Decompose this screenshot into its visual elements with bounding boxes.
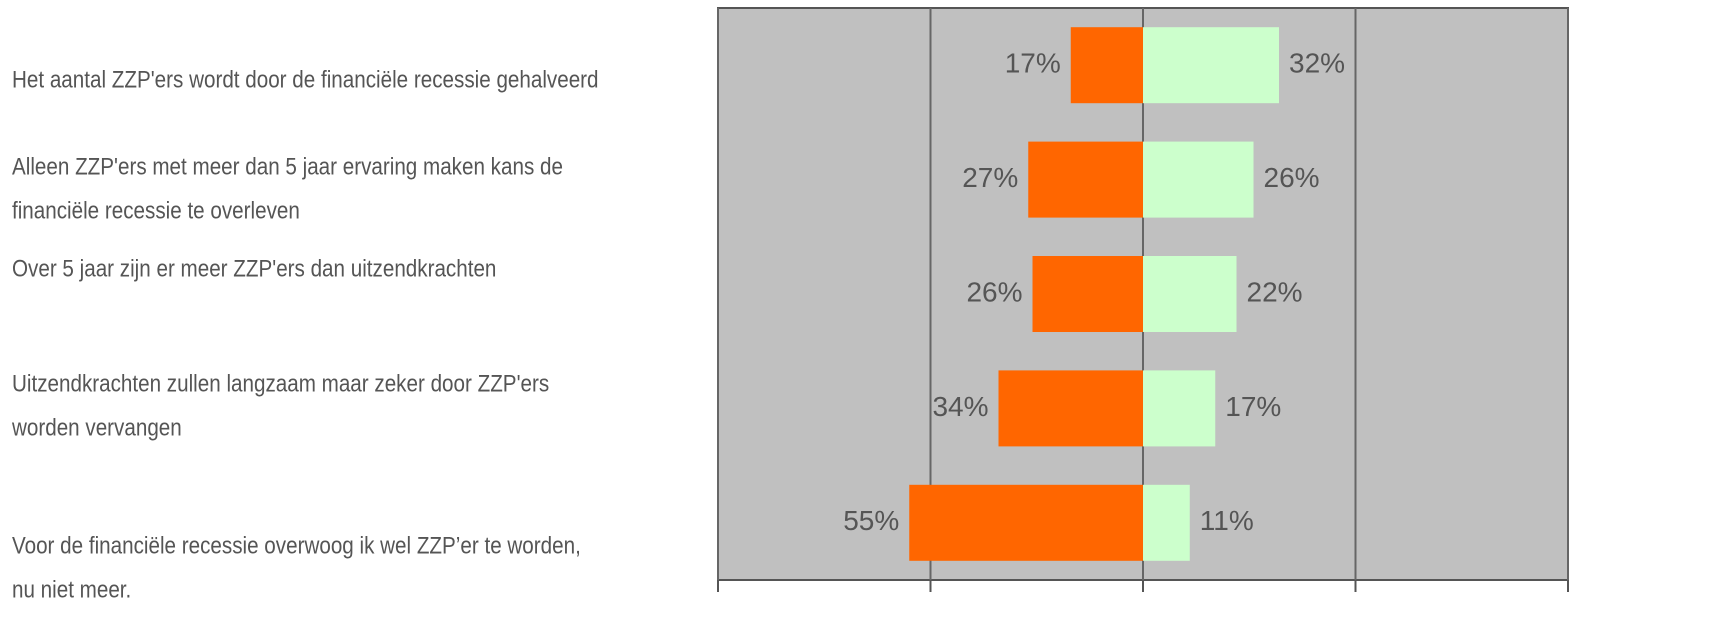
category-label: financiële recessie te overleven <box>12 197 300 224</box>
bar <box>1143 141 1254 218</box>
value-label: 32% <box>1289 48 1345 79</box>
category-label: Uitzendkrachten zullen langzaam maar zek… <box>12 370 549 397</box>
value-label: 55% <box>843 505 899 536</box>
bar <box>1143 370 1216 447</box>
bar <box>1070 27 1143 104</box>
value-label: 17% <box>1005 48 1061 79</box>
bar <box>1028 141 1143 218</box>
category-label: nu niet meer. <box>12 576 131 603</box>
bar <box>1032 256 1143 332</box>
value-label: 26% <box>966 276 1022 307</box>
category-label: Het aantal ZZP'ers wordt door de financi… <box>12 66 599 93</box>
value-label: 22% <box>1247 276 1303 307</box>
bar <box>1143 27 1279 104</box>
bar <box>1143 484 1190 561</box>
value-label: 26% <box>1264 162 1320 193</box>
value-label: 11% <box>1200 505 1254 536</box>
value-label: 27% <box>962 162 1018 193</box>
category-label: Voor de financiële recessie overwoog ik … <box>12 532 581 559</box>
bar <box>909 484 1143 561</box>
bar <box>1143 256 1237 332</box>
category-label: worden vervangen <box>11 414 182 441</box>
category-label: Alleen ZZP'ers met meer dan 5 jaar ervar… <box>12 153 563 180</box>
category-label: Over 5 jaar zijn er meer ZZP'ers dan uit… <box>12 255 496 282</box>
value-label: 17% <box>1225 391 1281 422</box>
bar <box>998 370 1143 447</box>
category-labels: Het aantal ZZP'ers wordt door de financi… <box>11 66 598 603</box>
value-label: 34% <box>932 391 988 422</box>
